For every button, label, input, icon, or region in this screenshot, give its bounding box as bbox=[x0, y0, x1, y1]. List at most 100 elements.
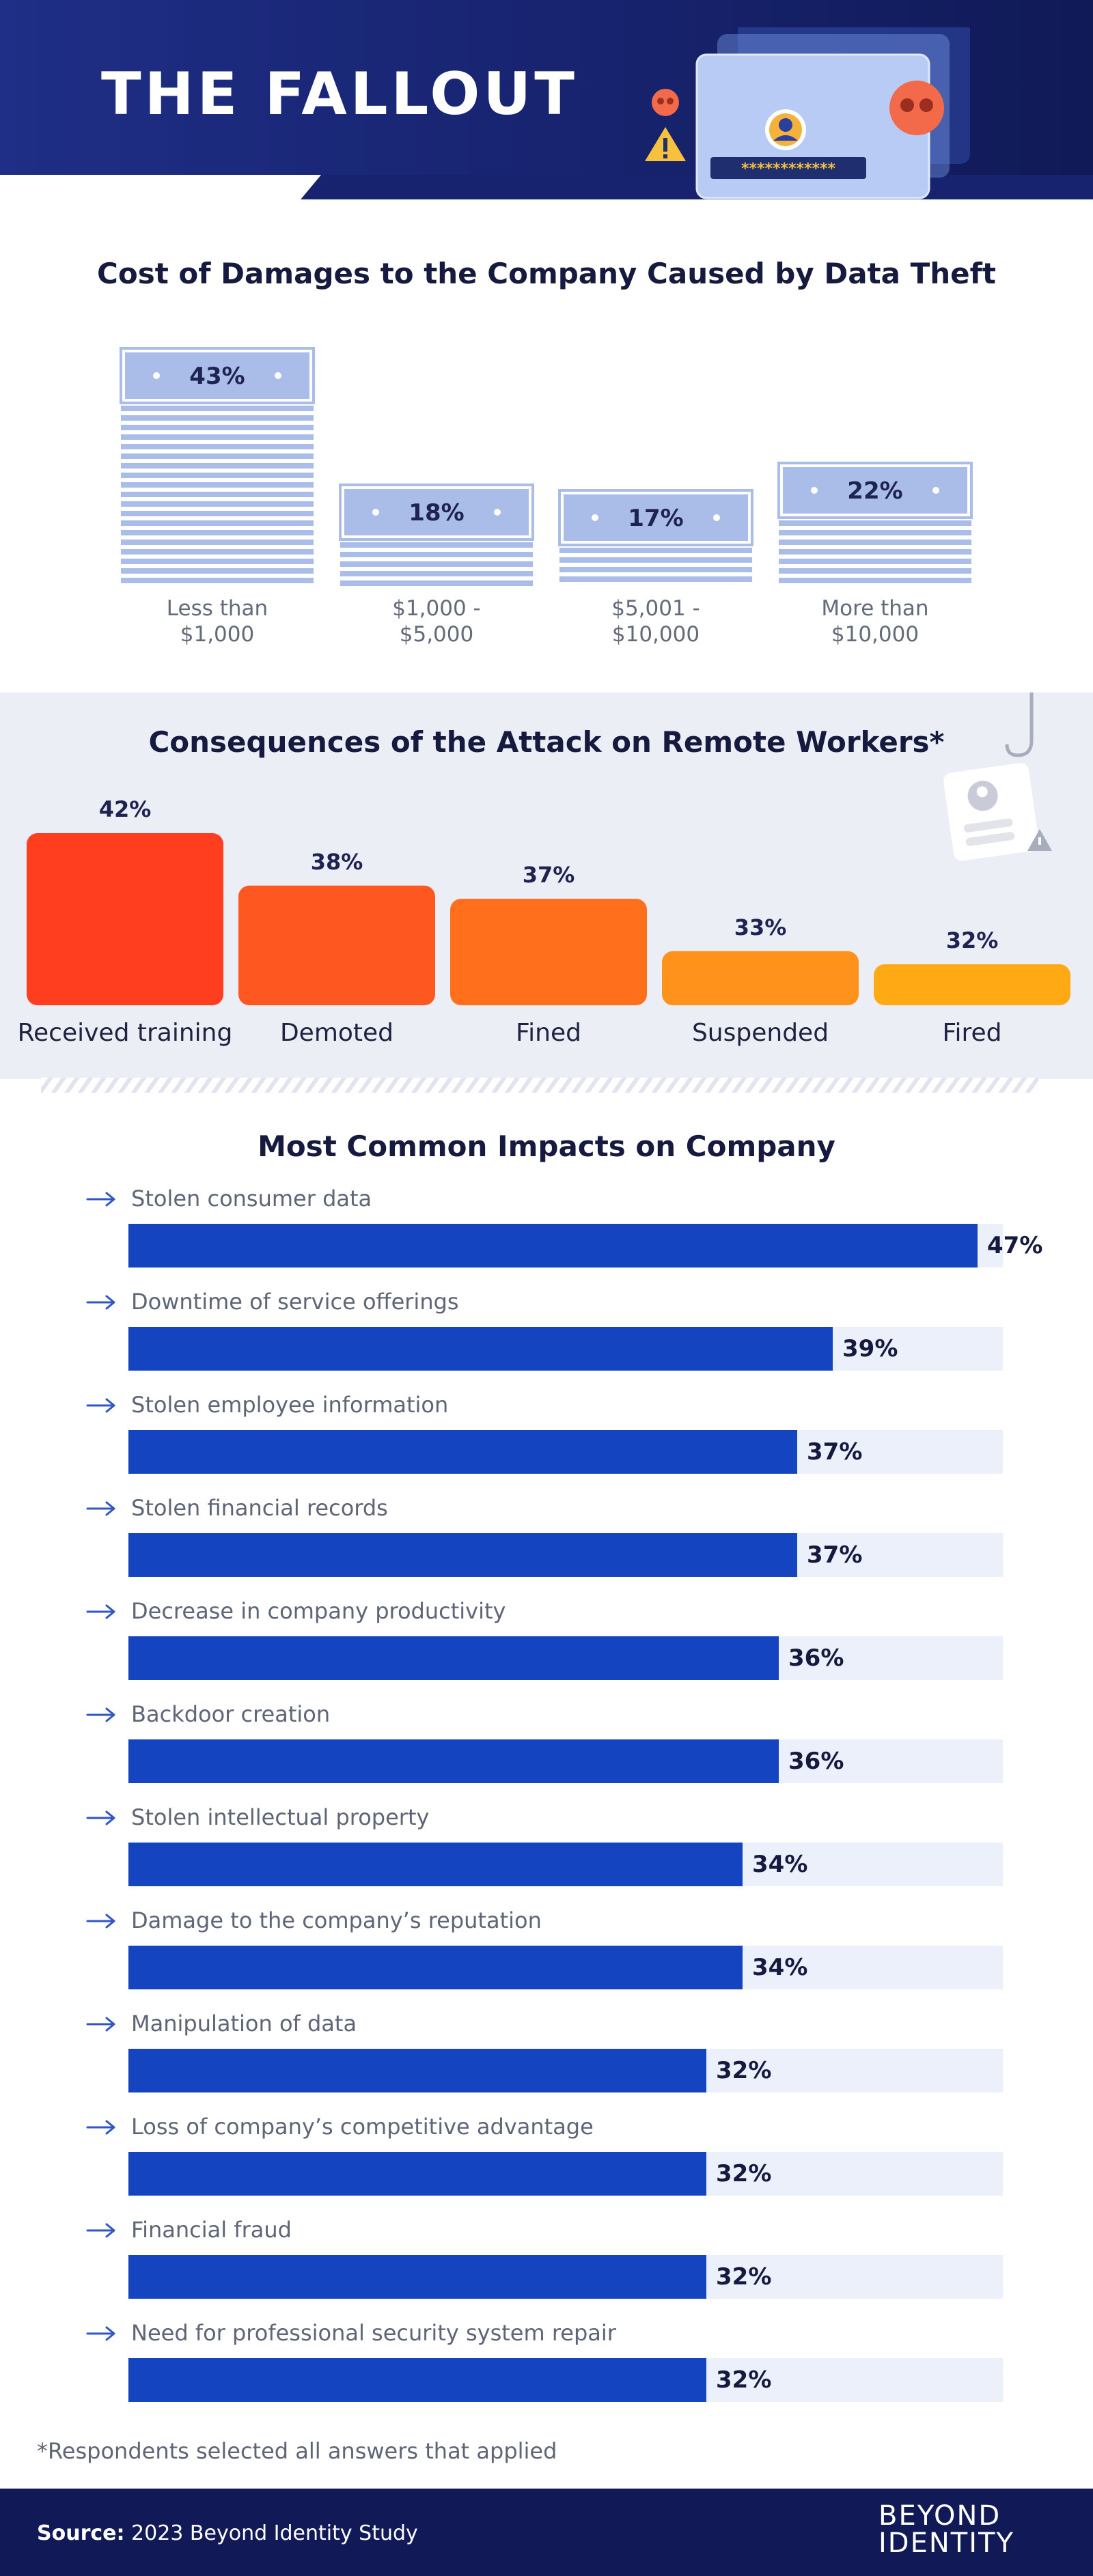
impact-bar bbox=[128, 1327, 833, 1371]
impact-row: Stolen intellectual property 34% bbox=[82, 1804, 1011, 1907]
password-field bbox=[710, 157, 866, 179]
impact-bar bbox=[128, 1430, 797, 1474]
impact-bar-track: 39% bbox=[128, 1327, 1003, 1371]
impact-category-label: Downtime of service offerings bbox=[131, 1289, 459, 1315]
consequence-category-label: Suspended bbox=[691, 1019, 829, 1047]
impact-bar-track: 32% bbox=[128, 2152, 1003, 2196]
consequence-value-label: 38% bbox=[311, 849, 363, 875]
dot-icon bbox=[811, 487, 818, 494]
footnote: *Respondents selected all answers that a… bbox=[37, 2438, 557, 2464]
consequence-bar bbox=[662, 951, 859, 1005]
arrow-right-icon bbox=[86, 1192, 115, 1207]
arrow-right-icon bbox=[86, 2326, 115, 2341]
header-illustration: ************ bbox=[645, 27, 970, 199]
source-label: Source: bbox=[37, 2521, 125, 2545]
impact-row: Stolen consumer data 47% bbox=[82, 1186, 1042, 1288]
cost-value-label: 17% bbox=[628, 505, 683, 532]
impact-category-label: Stolen employee information bbox=[131, 1392, 449, 1418]
cost-bar: 18% bbox=[339, 484, 534, 586]
consequence-category-label: Demoted bbox=[279, 1019, 394, 1047]
dot-icon bbox=[372, 509, 379, 516]
impact-value-label: 47% bbox=[987, 1232, 1043, 1259]
consequence-value-label: 33% bbox=[734, 914, 787, 940]
impact-row: Need for professional security system re… bbox=[82, 2320, 1011, 2422]
impact-bar-track: 32% bbox=[128, 2255, 1003, 2299]
cost-chart: 43% 18% 17% 22% bbox=[120, 347, 973, 586]
footer: Source: 2023 Beyond Identity Study BEYON… bbox=[0, 2489, 1093, 2576]
impact-value-label: 39% bbox=[842, 1335, 898, 1362]
impact-value-label: 36% bbox=[788, 1644, 844, 1672]
dot-icon bbox=[494, 509, 501, 516]
impact-bar-track: 36% bbox=[128, 1739, 1003, 1783]
consequence-category-label: Received training bbox=[17, 1019, 233, 1047]
impact-category-label: Financial fraud bbox=[131, 2217, 292, 2243]
dot-icon bbox=[592, 514, 598, 521]
impact-row: Loss of company’s competitive advantage 3… bbox=[82, 2114, 1011, 2216]
impact-category-label: Loss of company’s competitive advantage bbox=[131, 2114, 594, 2140]
brand-logo-line2: IDENTITY bbox=[878, 2528, 1014, 2559]
impact-category-label: Damage to the company’s reputation bbox=[131, 1907, 542, 1933]
impacts-chart-title: Most Common Impacts on Company bbox=[258, 1130, 835, 1163]
impact-row: Manipulation of data 32% bbox=[82, 2011, 1011, 2113]
impact-bar bbox=[128, 2255, 706, 2299]
arrow-right-icon bbox=[86, 1501, 115, 1516]
impact-bar-track: 47% bbox=[128, 1224, 1042, 1268]
impact-bar bbox=[128, 2358, 706, 2402]
hatch-divider bbox=[41, 1078, 1038, 1093]
consequence-bar bbox=[450, 899, 647, 1005]
impact-category-label: Stolen consumer data bbox=[131, 1186, 372, 1212]
consequence-value-label: 42% bbox=[99, 796, 152, 822]
cost-category-label: More than $10,000 bbox=[821, 596, 929, 647]
cost-chart-title: Cost of Damages to the Company Caused by… bbox=[97, 257, 996, 290]
impact-row: Stolen financial records 37% bbox=[82, 1495, 1011, 1597]
impact-bar bbox=[128, 1636, 779, 1680]
arrow-right-icon bbox=[86, 1295, 115, 1310]
consequence-value-label: 32% bbox=[946, 927, 999, 953]
cost-value-label: 18% bbox=[409, 499, 464, 527]
impact-value-label: 34% bbox=[752, 1954, 808, 1981]
dot-icon bbox=[932, 487, 939, 494]
consequence-category-label: Fined bbox=[516, 1019, 581, 1047]
source-text: 2023 Beyond Identity Study bbox=[131, 2521, 418, 2545]
impact-value-label: 32% bbox=[716, 2057, 772, 2084]
user-avatar-icon bbox=[765, 109, 806, 150]
cost-bar: 43% bbox=[120, 347, 315, 583]
impact-bar-track: 34% bbox=[128, 1843, 1003, 1886]
arrow-right-icon bbox=[86, 2223, 115, 2238]
impact-value-label: 37% bbox=[807, 1438, 863, 1466]
impact-bar bbox=[128, 1224, 978, 1268]
impact-bar-track: 36% bbox=[128, 1636, 1003, 1680]
dot-icon bbox=[153, 372, 160, 379]
warning-icon bbox=[1027, 829, 1052, 851]
impact-value-label: 32% bbox=[716, 2263, 772, 2291]
arrow-right-icon bbox=[86, 2120, 115, 2135]
cost-category-label: $5,001 - $10,000 bbox=[611, 596, 700, 647]
impact-value-label: 36% bbox=[788, 1748, 844, 1775]
skull-icon bbox=[889, 81, 944, 135]
cost-bar: 22% bbox=[777, 462, 973, 583]
arrow-right-icon bbox=[86, 1604, 115, 1619]
impact-bar bbox=[128, 1946, 743, 1989]
impact-category-label: Decrease in company productivity bbox=[131, 1598, 506, 1624]
cost-value-label: 22% bbox=[847, 477, 902, 505]
consequence-bar bbox=[27, 833, 223, 1005]
impact-row: Financial fraud 32% bbox=[82, 2217, 1011, 2319]
skull-icon-small bbox=[652, 89, 679, 116]
impact-row: Downtime of service offerings 39% bbox=[82, 1289, 1011, 1391]
consequence-bar bbox=[874, 964, 1070, 1005]
impact-category-label: Manipulation of data bbox=[131, 2011, 357, 2036]
impact-category-label: Need for professional security system re… bbox=[131, 2320, 616, 2346]
arrow-right-icon bbox=[86, 1810, 115, 1825]
consequences-chart-title: Consequences of the Attack on Remote Wor… bbox=[148, 725, 945, 759]
arrow-right-icon bbox=[86, 2017, 115, 2032]
password-mask: ************ bbox=[741, 160, 836, 178]
source-citation: Source: 2023 Beyond Identity Study bbox=[37, 2521, 418, 2545]
consequence-category-label: Fired bbox=[942, 1019, 1002, 1047]
impact-bar-track: 32% bbox=[128, 2049, 1003, 2092]
cost-category-label: Less than $1,000 bbox=[166, 596, 268, 647]
brand-logo-line1: BEYOND bbox=[878, 2500, 1001, 2532]
consequence-value-label: 37% bbox=[523, 862, 575, 888]
impact-bar bbox=[128, 2152, 706, 2196]
impact-category-label: Stolen intellectual property bbox=[131, 1804, 430, 1830]
warning-icon bbox=[645, 127, 686, 161]
